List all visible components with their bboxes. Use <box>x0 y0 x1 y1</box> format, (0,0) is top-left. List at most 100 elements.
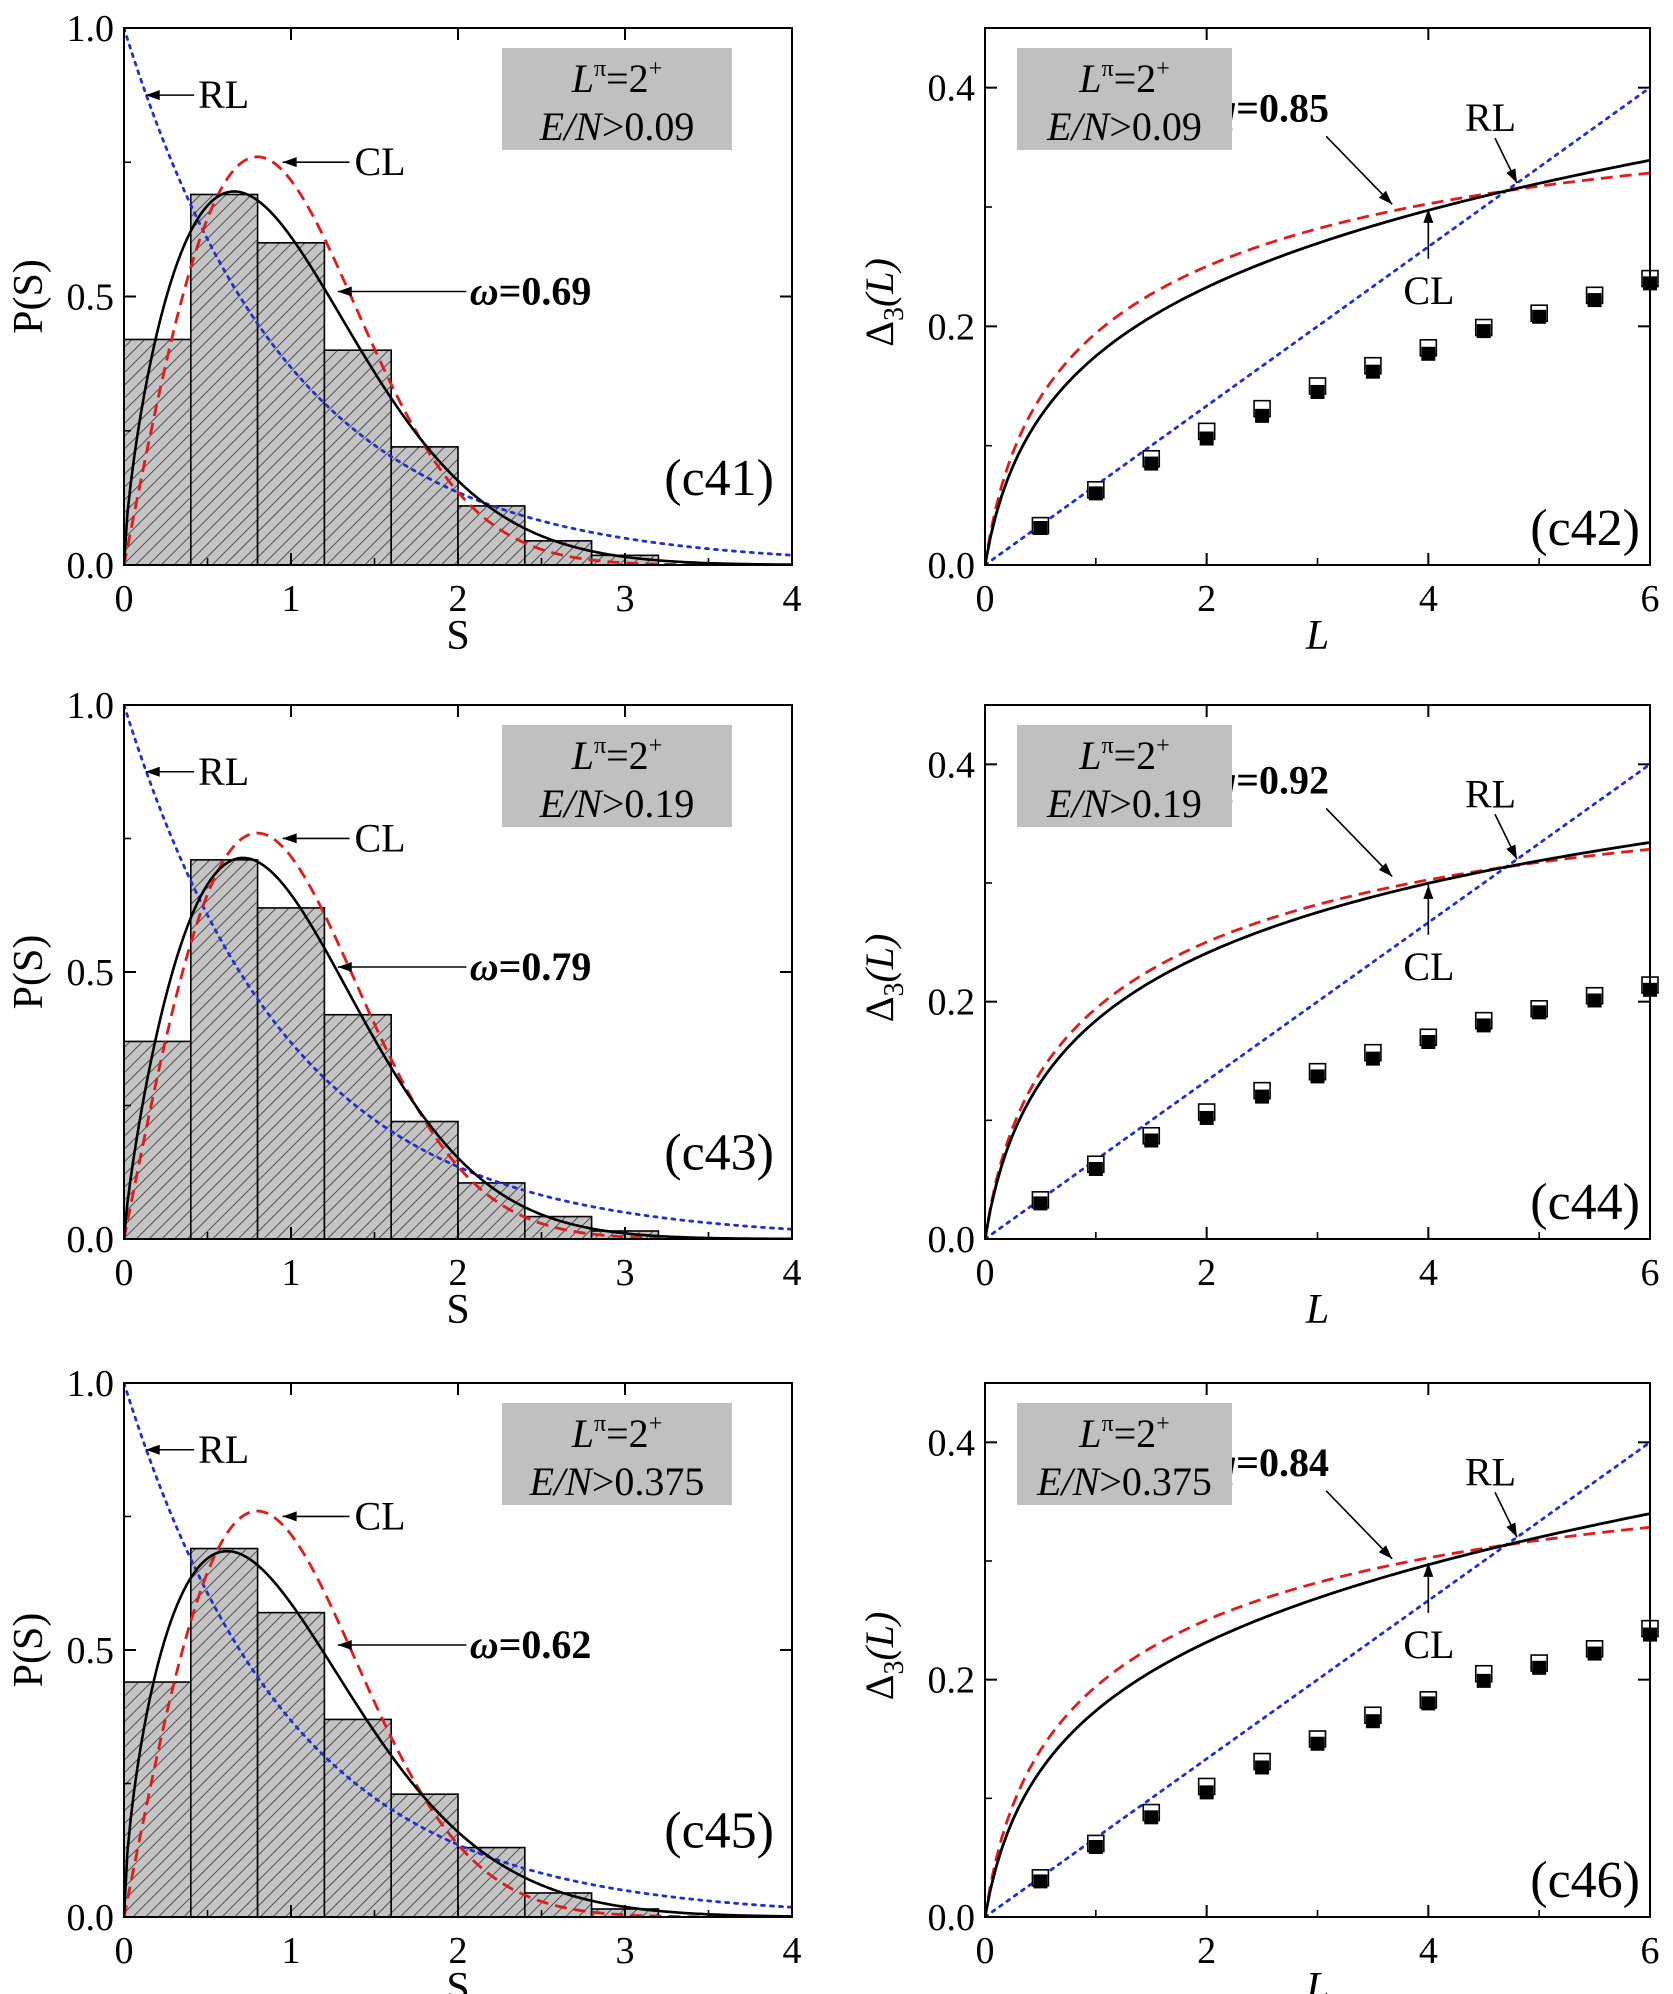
panel-label-text: (c45) <box>664 1803 774 1860</box>
info-box-line2: E/N>0.375 <box>529 1459 705 1504</box>
x-tick-label: 0 <box>115 1930 134 1972</box>
info-box-line2: E/N>0.19 <box>539 781 695 826</box>
x-tick-label-text: 2 <box>449 1252 468 1294</box>
filled-square-marker <box>1365 1714 1380 1729</box>
x-tick-label: 4 <box>1419 578 1438 620</box>
x-tick-label-text: 2 <box>1197 1252 1216 1294</box>
info-box: Lπ=2+E/N>0.19 <box>1017 725 1232 827</box>
y-axis-label: Δ3(L) <box>857 1612 910 1701</box>
x-axis-label: L <box>1305 1287 1329 1333</box>
info-box-l-symbol: L <box>1078 1411 1101 1456</box>
info-box-parity-symbol: π <box>1102 733 1114 759</box>
y-tick-label-text: 0.0 <box>67 1897 115 1939</box>
panel-label-text: (c44) <box>1530 1174 1640 1231</box>
cl-label-text: CL <box>1403 944 1454 989</box>
y-axis-label-subscript: 3 <box>879 1661 910 1675</box>
filled-square-marker <box>1255 1089 1270 1104</box>
x-tick-label: 1 <box>282 578 301 620</box>
y-axis-label-text: P(S) <box>6 1613 52 1688</box>
filled-square-marker <box>1532 1005 1547 1020</box>
plot-area <box>124 1383 792 1917</box>
plot-area <box>985 762 1650 1239</box>
y-axis-label-subscript: 3 <box>879 983 910 997</box>
x-tick-label-text: 3 <box>616 1252 635 1294</box>
filled-square-marker <box>1144 1133 1159 1148</box>
x-tick-label-text: 4 <box>783 578 802 620</box>
info-box-parity-symbol: π <box>594 1411 606 1437</box>
x-axis-label: S <box>446 613 469 659</box>
x-tick-label: 2 <box>449 1930 468 1972</box>
info-box-l-symbol: L <box>1078 733 1101 778</box>
x-tick-label: 4 <box>783 1930 802 1972</box>
rl-curve <box>124 1383 792 1909</box>
x-tick-label-text: 0 <box>976 578 995 620</box>
y-tick-label: 0.5 <box>67 277 115 319</box>
y-tick-label: 0.5 <box>67 1630 115 1672</box>
filled-square-marker <box>1365 1051 1380 1066</box>
y-tick-label-text: 0.0 <box>67 1219 115 1261</box>
info-box-background <box>502 48 732 150</box>
histogram-bar <box>457 505 526 565</box>
annotations: RL CL ω=0.79 <box>145 749 592 989</box>
y-axis-label-delta: Δ <box>857 321 902 347</box>
filled-square-marker <box>1199 1785 1214 1800</box>
fit-label: q=0.84 <box>1216 1440 1329 1485</box>
x-tick-label-text: 0 <box>115 1252 134 1294</box>
x-axis-label-text: L <box>1305 613 1329 659</box>
rl-label: RL <box>1465 1449 1516 1494</box>
y-tick-label-text: 0.5 <box>67 952 115 994</box>
y-tick-label: 0.0 <box>928 1219 976 1261</box>
x-tick-label-text: 0 <box>115 578 134 620</box>
histogram-bar <box>457 1182 526 1239</box>
y-tick-label-text: 0.5 <box>67 1630 115 1672</box>
panel-label: (c46) <box>1530 1852 1640 1909</box>
x-tick-label: 1 <box>282 1252 301 1294</box>
filled-square-marker <box>1532 1660 1547 1675</box>
info-box: Lπ=2+E/N>0.375 <box>502 1403 732 1505</box>
info-box-line2: E/N>0.09 <box>1046 104 1202 149</box>
x-tick-label: 0 <box>976 578 995 620</box>
y-tick-label-text: 0.0 <box>928 545 976 587</box>
cl-arrow-head <box>1423 208 1434 223</box>
fit-label: ω=0.69 <box>470 269 592 314</box>
x-tick-label: 0 <box>976 1252 995 1294</box>
rl-label: RL <box>198 72 249 117</box>
cl-arrow-head <box>282 1511 297 1522</box>
filled-square-marker <box>1088 1839 1103 1854</box>
rl-label: RL <box>198 1427 249 1472</box>
x-tick-label: 2 <box>1197 1930 1216 1972</box>
y-tick-label-text: 0.4 <box>928 68 976 110</box>
fit-label: ω=0.79 <box>470 944 592 989</box>
histogram-bar <box>124 1681 192 1917</box>
x-tick-label-text: 2 <box>449 1930 468 1972</box>
fit-label: ω=0.62 <box>470 1622 592 1667</box>
cl-label-text: CL <box>1403 268 1454 313</box>
info-box-parity-sign: + <box>1156 733 1170 759</box>
y-tick-label-text: 0.0 <box>928 1219 976 1261</box>
rl-label-text: RL <box>198 72 249 117</box>
histogram-bar <box>190 1547 259 1917</box>
y-tick-label: 0.4 <box>928 1422 976 1464</box>
x-tick-label: 0 <box>115 1252 134 1294</box>
plot-area <box>985 1440 1650 1917</box>
y-tick-label-text: 0.0 <box>928 1897 976 1939</box>
filled-square-marker <box>1587 993 1602 1008</box>
info-box-energy-symbol: E/N <box>1046 781 1112 826</box>
info-box-line1: Lπ=2+ <box>571 733 662 778</box>
x-tick-label-text: 4 <box>783 1930 802 1972</box>
info-box-line2: E/N>0.375 <box>1036 1459 1212 1504</box>
plot-area <box>985 86 1650 565</box>
info-box-energy-value: >0.09 <box>602 104 695 149</box>
cl-arrow-head <box>282 157 297 168</box>
x-tick-label-text: 3 <box>616 1930 635 1972</box>
filled-square-marker <box>1532 309 1547 324</box>
info-box-energy-value: >0.375 <box>1099 1459 1212 1504</box>
x-tick-label-text: 0 <box>115 1930 134 1972</box>
cl-label-text: CL <box>1403 1622 1454 1667</box>
info-box-parity-symbol: π <box>1102 1411 1114 1437</box>
plot-area <box>124 28 792 565</box>
x-tick-label-text: 1 <box>282 578 301 620</box>
y-tick-label: 0.0 <box>928 1897 976 1939</box>
